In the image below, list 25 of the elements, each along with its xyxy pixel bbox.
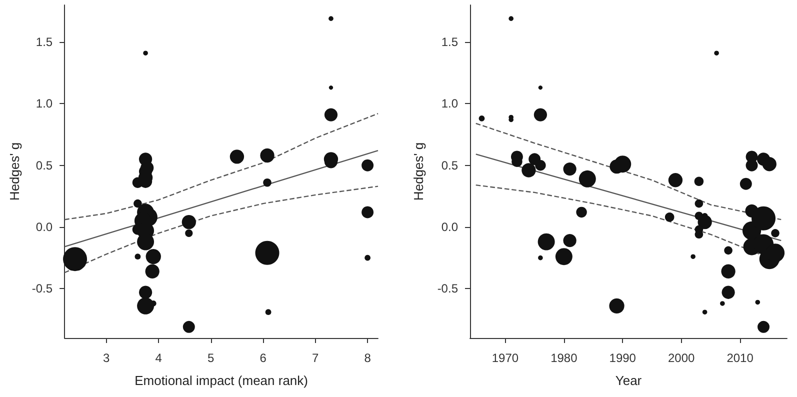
- y-tick-label: 0.5: [36, 158, 53, 172]
- x-tick-label: 6: [260, 351, 267, 365]
- y-tick-label: 1.5: [441, 35, 458, 49]
- x-tick-label: 1970: [492, 351, 519, 365]
- y-tick-label: 1.5: [36, 35, 53, 49]
- y-tick-label: 0.0: [36, 220, 53, 234]
- x-tick-label: 2010: [726, 351, 754, 365]
- x-tick-label: 7: [312, 351, 319, 365]
- x-tick-label: 5: [208, 351, 214, 365]
- y-tick-label: 0.5: [441, 158, 458, 172]
- y-axis-title: Hedges' g: [411, 142, 426, 201]
- y-tick-label: -0.5: [437, 282, 458, 296]
- x-tick-label: 4: [155, 351, 162, 365]
- x-axis-title: Emotional impact (mean rank): [134, 373, 308, 388]
- x-tick-label: 1990: [609, 351, 636, 365]
- y-tick-label: -0.5: [32, 282, 53, 296]
- y-tick-label: 1.0: [36, 96, 53, 111]
- y-tick-label: 1.0: [441, 96, 458, 111]
- x-tick-label: 8: [364, 351, 372, 365]
- x-axis-title: Year: [615, 373, 642, 388]
- x-tick-label: 2000: [668, 351, 696, 365]
- x-tick-label: 1980: [550, 351, 578, 365]
- y-axis-title: Hedges' g: [7, 142, 22, 201]
- y-tick-label: 0.0: [441, 220, 458, 234]
- x-tick-label: 3: [103, 351, 110, 365]
